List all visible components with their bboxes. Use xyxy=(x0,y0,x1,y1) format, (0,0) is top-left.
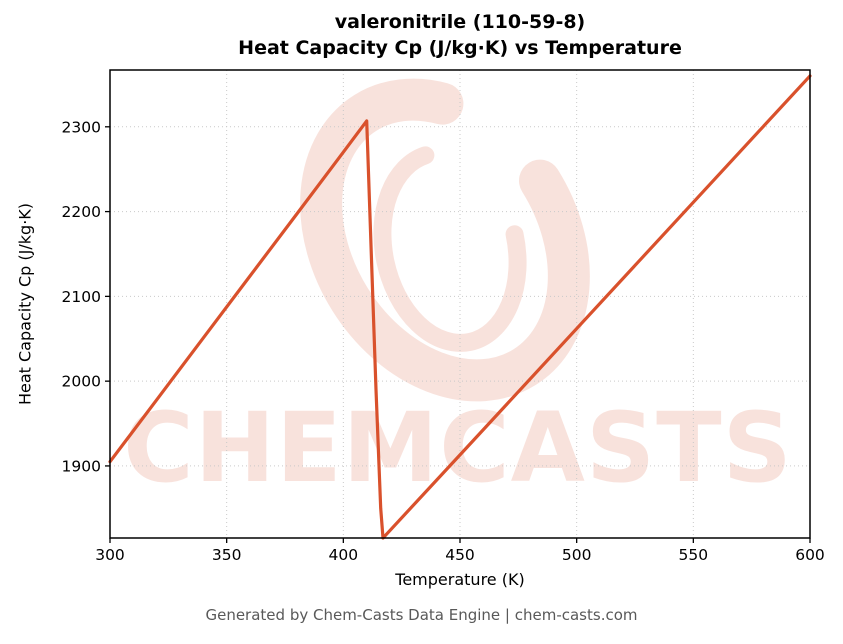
svg-text:1900: 1900 xyxy=(62,457,101,475)
svg-text:2200: 2200 xyxy=(62,203,101,221)
svg-text:2100: 2100 xyxy=(62,288,101,306)
chart-title-line2: Heat Capacity Cp (J/kg·K) vs Temperature xyxy=(238,37,682,60)
svg-text:450: 450 xyxy=(445,546,475,564)
svg-text:400: 400 xyxy=(329,546,359,564)
x-axis-label: Temperature (K) xyxy=(395,570,525,589)
watermark-text: CHEMCASTS xyxy=(123,392,793,504)
svg-text:300: 300 xyxy=(95,546,125,564)
y-axis-label: Heat Capacity Cp (J/kg·K) xyxy=(15,202,35,406)
svg-text:2300: 2300 xyxy=(62,118,101,136)
chart-title-line1: valeronitrile (110-59-8) xyxy=(334,11,586,33)
svg-text:500: 500 xyxy=(562,546,592,564)
svg-text:600: 600 xyxy=(795,546,825,564)
svg-text:550: 550 xyxy=(679,546,709,564)
svg-text:350: 350 xyxy=(212,546,242,564)
svg-text:2000: 2000 xyxy=(62,373,101,391)
chart-title: valeronitrile (110-59-8) Heat Capacity C… xyxy=(110,9,810,61)
footer-caption: Generated by Chem-Casts Data Engine | ch… xyxy=(205,606,638,624)
